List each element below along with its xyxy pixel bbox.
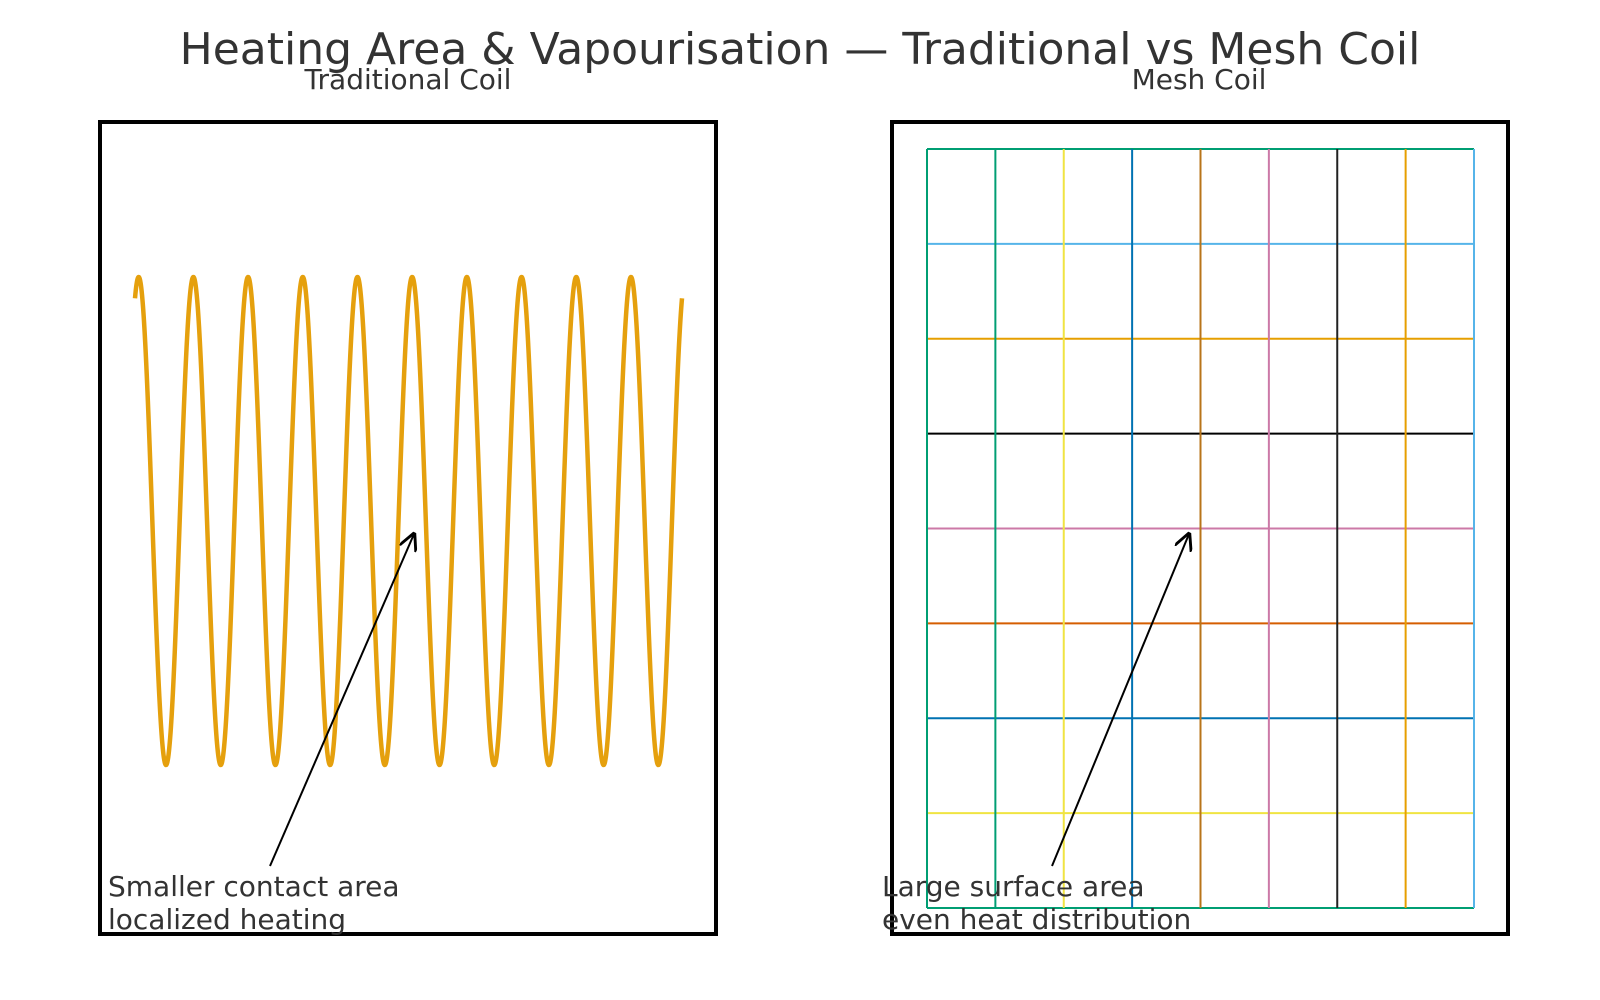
traditional-note-line-1: Smaller contact area [108,870,400,903]
mesh-note-line-2: even heat distribution [882,903,1191,936]
figure-title: Heating Area & Vapourisation — Tradition… [180,24,1421,75]
traditional-note: Smaller contact area localized heating [108,870,408,936]
traditional-note-arrow [269,534,414,867]
mesh-grid-icon [926,148,1475,909]
mesh-note-line-1: Large surface area [882,870,1145,903]
traditional-panel-frame [98,120,718,936]
traditional-panel-title: Traditional Coil [304,63,512,96]
mesh-panel-title: Mesh Coil [1132,63,1267,96]
mesh-note-arrow [1051,534,1189,867]
mesh-coil-panel: Mesh Coil Large surface area even heat d… [882,63,1510,936]
coil-wire-icon [132,274,685,768]
traditional-note-line-2: localized heating [108,903,346,936]
traditional-coil-panel: Traditional Coil Smaller contact area lo… [98,63,718,936]
mesh-note: Large surface area even heat distributio… [882,870,1191,936]
